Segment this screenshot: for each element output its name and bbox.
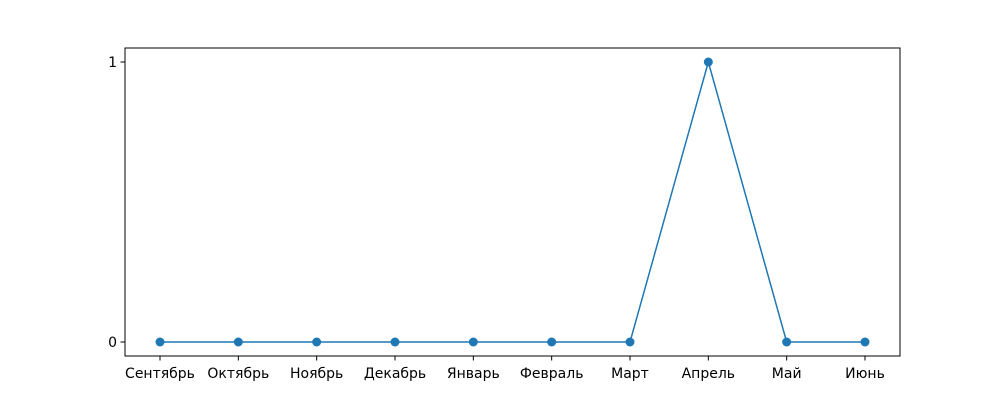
- x-axis: Сентябрь Октябрь Ноябрь Декабрь Январь Феврал…: [125, 356, 885, 382]
- x-tick-label: Ноябрь: [290, 366, 343, 382]
- x-tick-label: Март: [611, 366, 649, 382]
- data-point: [312, 337, 322, 347]
- x-tick-label: Январь: [447, 366, 500, 382]
- data-point: [390, 337, 400, 347]
- data-point: [703, 57, 713, 67]
- x-tick-label: Сентябрь: [125, 366, 195, 382]
- data-point: [233, 337, 243, 347]
- data-point: [547, 337, 557, 347]
- x-tick-label: Декабрь: [364, 366, 426, 382]
- data-point: [155, 337, 165, 347]
- x-tick-label: Май: [772, 366, 802, 382]
- y-tick-label: 1: [108, 55, 117, 71]
- plot-area: [124, 47, 901, 357]
- x-tick-label: Февраль: [520, 366, 584, 382]
- x-tick-label: Июнь: [845, 366, 885, 382]
- y-axis: 01: [108, 55, 125, 351]
- series-line-group: [155, 57, 870, 347]
- x-tick-label: Апрель: [682, 366, 735, 382]
- data-point: [860, 337, 870, 347]
- y-tick-label: 0: [108, 335, 117, 351]
- data-point: [625, 337, 635, 347]
- series-line: [160, 59, 865, 343]
- x-tick-label: Октябрь: [207, 366, 269, 382]
- data-point: [782, 337, 792, 347]
- data-point: [468, 337, 478, 347]
